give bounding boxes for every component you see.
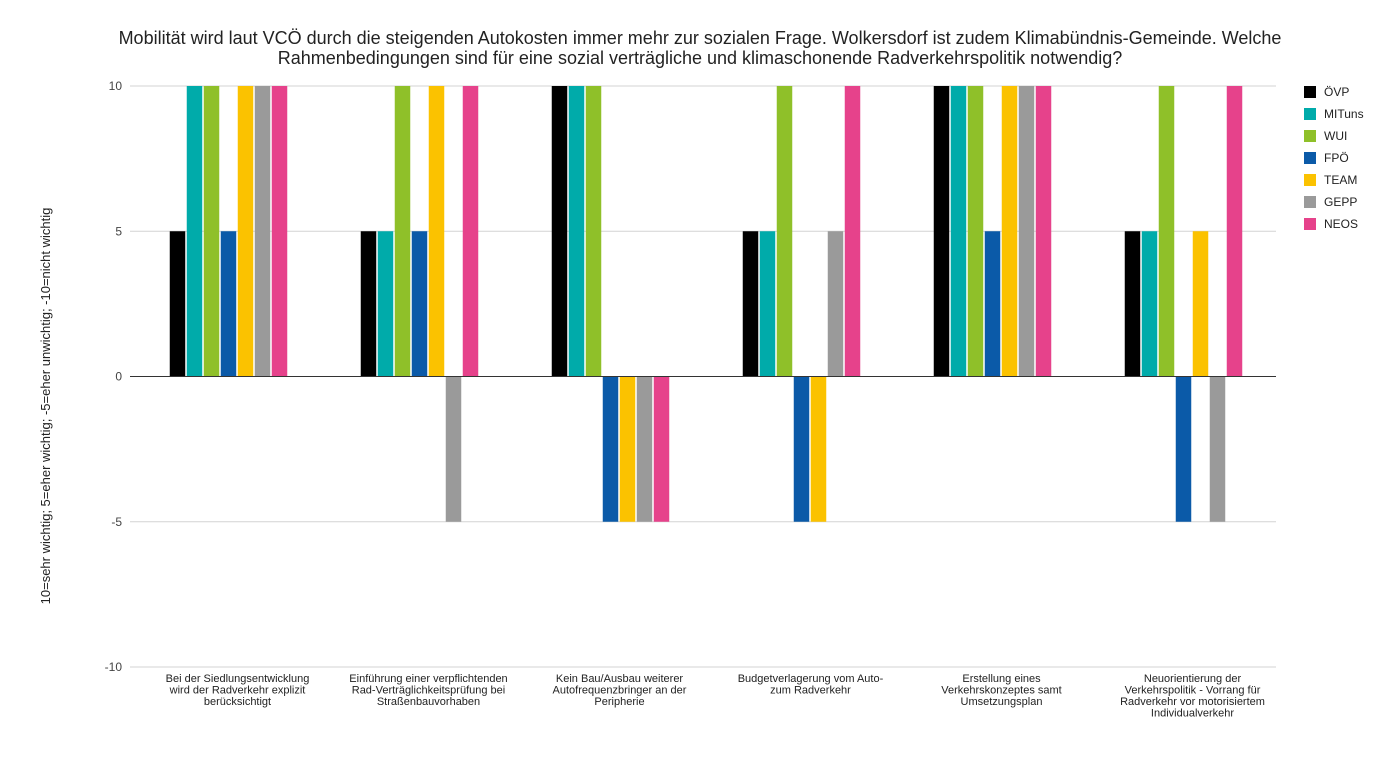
legend-label-NEOS: NEOS — [1324, 217, 1358, 231]
x-category-label: Erstellung eines — [962, 673, 1041, 685]
chart-title-line-1: Mobilität wird laut VCÖ durch die steige… — [118, 28, 1282, 48]
bar-TEAM-cat-4 — [810, 376, 827, 522]
x-category-label: Umsetzungsplan — [961, 696, 1043, 708]
bar-FPÖ-cat-5 — [984, 231, 1001, 377]
legend-swatch-FPÖ — [1304, 152, 1316, 164]
legend-swatch-WUI — [1304, 130, 1316, 142]
bar-TEAM-cat-3 — [619, 376, 636, 522]
x-category-label: Autofrequenzbringer an der — [553, 685, 687, 697]
bar-NEOS-cat-3 — [653, 376, 670, 522]
bar-GEPP-cat-5 — [1018, 86, 1035, 377]
x-category-label: Peripherie — [594, 696, 644, 708]
bar-ÖVP-cat-2 — [360, 231, 377, 377]
legend-label-TEAM: TEAM — [1324, 173, 1357, 187]
y-axis-label: 10=sehr wichtig; 5=eher wichtig; -5=eher… — [38, 208, 53, 605]
bar-TEAM-cat-6 — [1192, 231, 1209, 377]
chart-title-line-2: Rahmenbedingungen sind für eine sozial v… — [277, 48, 1123, 68]
legend-swatch-ÖVP — [1304, 86, 1316, 98]
legend-swatch-GEPP — [1304, 196, 1316, 208]
x-category-label: Verkehrskonzeptes samt — [941, 685, 1061, 697]
bar-FPÖ-cat-4 — [793, 376, 810, 522]
bar-MITuns-cat-3 — [568, 86, 585, 377]
bars — [169, 86, 1243, 522]
bar-WUI-cat-1 — [203, 86, 220, 377]
bar-GEPP-cat-6 — [1209, 376, 1226, 522]
y-axis-ticks: 10 5 0 -5 -10 — [105, 79, 123, 674]
bar-FPÖ-cat-2 — [411, 231, 428, 377]
legend: ÖVP MITuns WUI FPÖ TEAM GEPP NEOS — [1304, 85, 1364, 231]
bar-NEOS-cat-5 — [1035, 86, 1052, 377]
bar-WUI-cat-4 — [776, 86, 793, 377]
legend-swatch-MITuns — [1304, 108, 1316, 120]
x-category-label: Verkehrspolitik - Vorrang für — [1125, 685, 1261, 697]
bar-GEPP-cat-1 — [254, 86, 271, 377]
bar-MITuns-cat-5 — [950, 86, 967, 377]
bar-ÖVP-cat-4 — [742, 231, 759, 377]
bar-TEAM-cat-2 — [428, 86, 445, 377]
bar-FPÖ-cat-3 — [602, 376, 619, 522]
x-category-label: Straßenbauvorhaben — [377, 696, 480, 708]
x-category-label: Kein Bau/Ausbau weiterer — [556, 673, 684, 685]
bar-GEPP-cat-2 — [445, 376, 462, 522]
bar-ÖVP-cat-6 — [1124, 231, 1141, 377]
bar-FPÖ-cat-1 — [220, 231, 237, 377]
bar-ÖVP-cat-5 — [933, 86, 950, 377]
bar-ÖVP-cat-1 — [169, 231, 186, 377]
bar-WUI-cat-2 — [394, 86, 411, 377]
bar-MITuns-cat-1 — [186, 86, 203, 377]
legend-label-MITuns: MITuns — [1324, 107, 1364, 121]
bar-NEOS-cat-2 — [462, 86, 479, 377]
bar-WUI-cat-3 — [585, 86, 602, 377]
x-category-label: Einführung einer verpflichtenden — [349, 673, 507, 685]
bar-GEPP-cat-4 — [827, 231, 844, 377]
chart-title: Mobilität wird laut VCÖ durch die steige… — [0, 28, 1390, 68]
y-tick-label: 10 — [109, 79, 123, 93]
y-tick-label: -10 — [105, 660, 123, 674]
bar-TEAM-cat-1 — [237, 86, 254, 377]
bar-NEOS-cat-1 — [271, 86, 288, 377]
legend-swatch-TEAM — [1304, 174, 1316, 186]
bar-NEOS-cat-6 — [1226, 86, 1243, 377]
y-tick-label: 0 — [115, 370, 122, 384]
bar-MITuns-cat-6 — [1141, 231, 1158, 377]
y-tick-label: 5 — [115, 224, 122, 238]
x-category-label: Individualverkehr — [1151, 708, 1234, 720]
legend-swatch-NEOS — [1304, 218, 1316, 230]
bar-TEAM-cat-5 — [1001, 86, 1018, 377]
legend-label-FPÖ: FPÖ — [1324, 151, 1349, 165]
y-tick-label: -5 — [111, 515, 122, 529]
x-category-label: Radverkehr vor motorisiertem — [1120, 696, 1265, 708]
x-category-label: berücksichtigt — [204, 696, 271, 708]
legend-label-WUI: WUI — [1324, 129, 1347, 143]
x-category-label: Neuorientierung der — [1144, 673, 1242, 685]
x-category-label: Rad-Verträglichkeitsprüfung bei — [352, 685, 505, 697]
bar-MITuns-cat-2 — [377, 231, 394, 377]
legend-label-GEPP: GEPP — [1324, 195, 1357, 209]
x-category-label: Budgetverlagerung vom Auto- — [738, 673, 884, 685]
bar-ÖVP-cat-3 — [551, 86, 568, 377]
bar-WUI-cat-6 — [1158, 86, 1175, 377]
bar-FPÖ-cat-6 — [1175, 376, 1192, 522]
legend-label-ÖVP: ÖVP — [1324, 85, 1349, 99]
bar-GEPP-cat-3 — [636, 376, 653, 522]
bar-NEOS-cat-4 — [844, 86, 861, 377]
gridlines — [130, 85, 1276, 668]
x-category-label: Bei der Siedlungsentwicklung — [166, 673, 310, 685]
bar-WUI-cat-5 — [967, 86, 984, 377]
x-category-label: zum Radverkehr — [770, 685, 851, 697]
bar-MITuns-cat-4 — [759, 231, 776, 377]
x-category-label: wird der Radverkehr explizit — [169, 685, 306, 697]
